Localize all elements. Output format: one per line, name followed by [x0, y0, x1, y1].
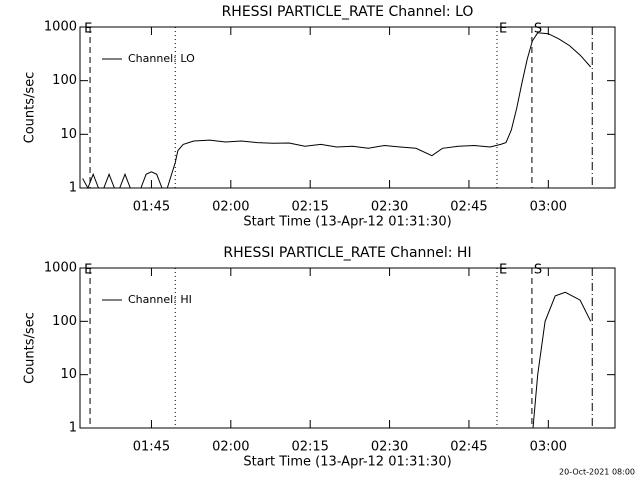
chart-title: RHESSI PARTICLE_RATE Channel: HI — [223, 245, 471, 261]
legend-label: Channel: LO — [128, 52, 195, 65]
marker-label: S — [534, 22, 542, 37]
y-tick-label: 10 — [60, 127, 77, 142]
y-tick-label: 100 — [52, 73, 77, 88]
x-tick-label: 02:30 — [371, 440, 408, 455]
marker-label: E — [84, 263, 92, 278]
y-tick-label: 10 — [60, 367, 77, 382]
y-tick-label: 1 — [69, 421, 77, 436]
y-tick-label: 100 — [52, 314, 77, 329]
data-line — [82, 32, 592, 190]
x-tick-label: 02:00 — [212, 440, 249, 455]
x-tick-label: 02:30 — [371, 200, 408, 215]
marker-label: S — [534, 263, 542, 278]
y-tick-label: 1000 — [44, 20, 77, 35]
y-axis-label: Counts/sec — [23, 72, 38, 144]
marker-label: E — [499, 22, 507, 37]
x-axis-label: Start Time (13-Apr-12 01:31:30) — [243, 455, 451, 470]
y-axis-label: Counts/sec — [23, 312, 38, 384]
marker-label: E — [84, 22, 92, 37]
plot-frame — [79, 267, 616, 429]
marker-label: E — [499, 263, 507, 278]
y-tick-label: 1 — [69, 181, 77, 196]
x-tick-label: 02:45 — [450, 440, 487, 455]
x-tick-label: 02:00 — [212, 200, 249, 215]
chart-title: RHESSI PARTICLE_RATE Channel: LO — [222, 4, 474, 20]
legend-label: Channel: HI — [128, 293, 192, 306]
x-tick-label: 03:00 — [530, 440, 567, 455]
x-tick-label: 03:00 — [530, 200, 567, 215]
x-tick-label: 02:15 — [291, 200, 328, 215]
data-line — [532, 291, 592, 429]
x-axis-label: Start Time (13-Apr-12 01:31:30) — [243, 215, 451, 230]
x-tick-label: 01:45 — [133, 440, 170, 455]
y-tick-label: 1000 — [44, 261, 77, 276]
x-tick-label: 02:45 — [450, 200, 487, 215]
x-tick-label: 01:45 — [133, 200, 170, 215]
footer: 20-Oct-2021 08:00 — [559, 468, 635, 477]
plot-frame — [79, 26, 616, 189]
x-tick-label: 02:15 — [291, 440, 328, 455]
